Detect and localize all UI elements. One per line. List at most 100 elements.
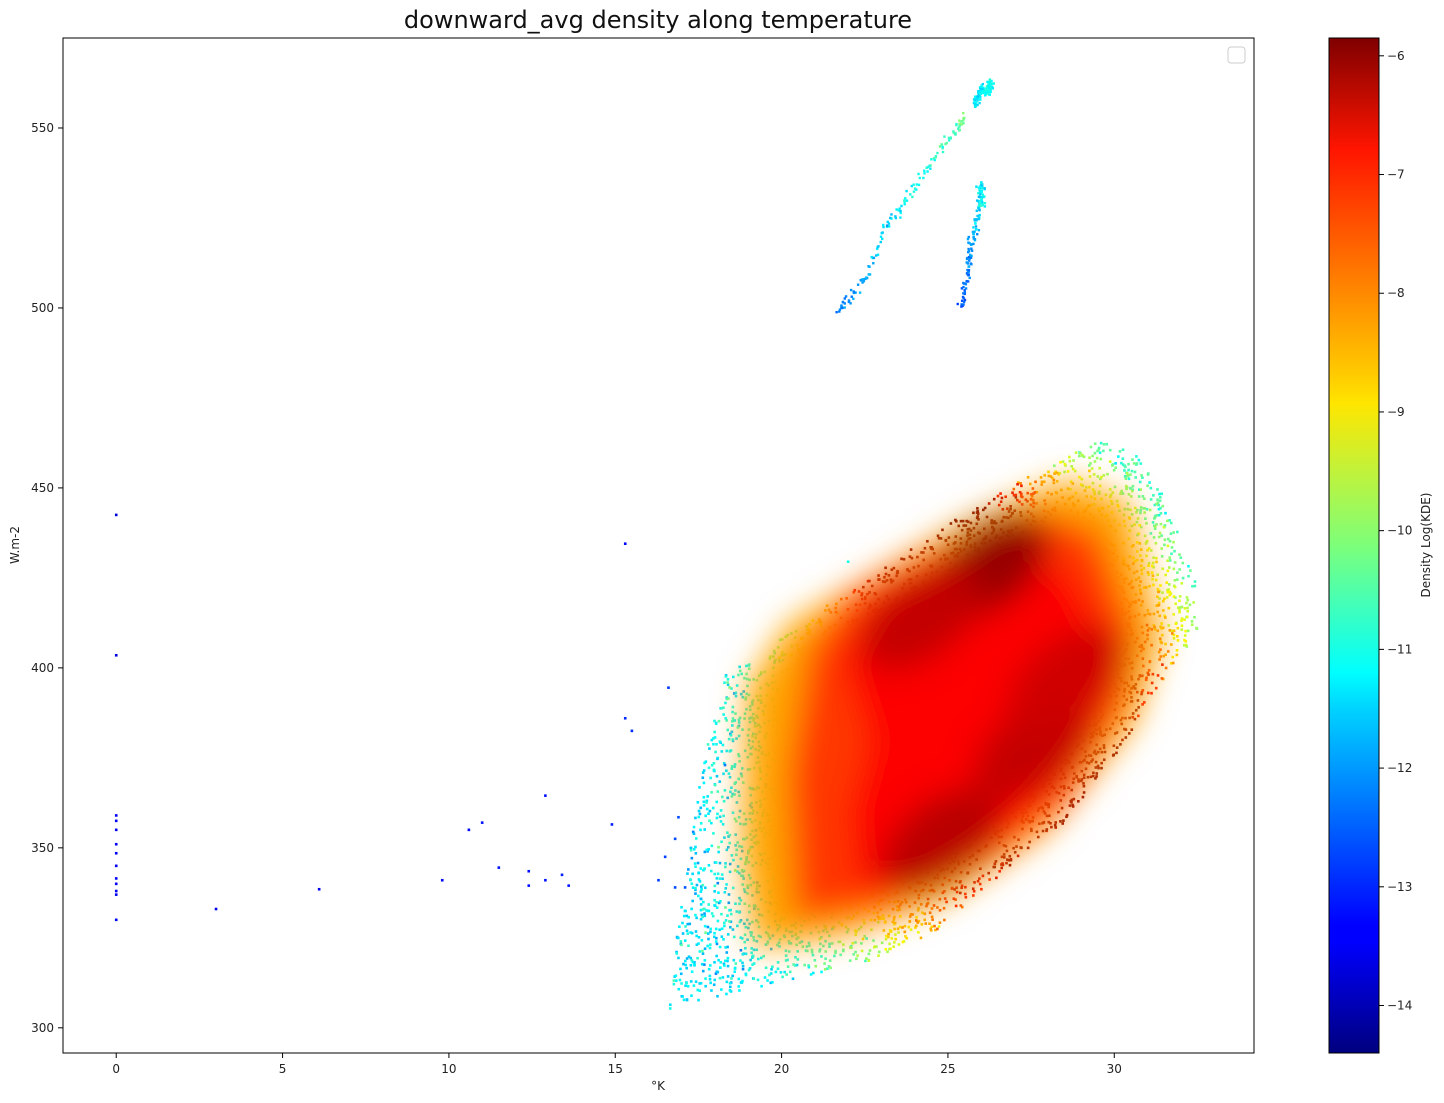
cloud-point: [701, 969, 705, 973]
cloud-point: [1157, 535, 1161, 539]
cloud-point: [1117, 455, 1120, 458]
cloud-point: [744, 696, 748, 699]
cloud-point: [1043, 474, 1047, 477]
cloud-point: [733, 869, 737, 872]
cloud-point: [771, 965, 774, 969]
cloud-point: [693, 961, 696, 964]
cloud-point: [1131, 458, 1134, 461]
cloud-point: [1153, 527, 1157, 530]
cloud-point: [889, 947, 892, 951]
cloud-point: [964, 895, 968, 899]
cloud-point: [1158, 492, 1161, 496]
cloud-point: [762, 954, 766, 958]
cloud-point: [738, 911, 741, 914]
cloud-point: [741, 781, 745, 784]
cloud-point: [712, 742, 715, 746]
cloud-point: [738, 989, 741, 992]
cloud-point: [776, 961, 780, 964]
cloud-point: [715, 742, 718, 746]
cloud-point: [1167, 566, 1171, 569]
cloud-point: [818, 937, 821, 941]
cloud-point: [872, 939, 875, 942]
cloud-point: [954, 904, 958, 908]
cloud-point: [1072, 459, 1075, 462]
cloud-point: [1181, 561, 1185, 565]
cloud-point: [741, 728, 744, 731]
cloud-point: [1138, 542, 1141, 545]
cloud-point: [699, 981, 703, 985]
cloud-point: [736, 865, 740, 868]
cloud-point: [1113, 485, 1117, 489]
cloud-point: [699, 897, 703, 901]
cloud-point: [769, 972, 773, 975]
cloud-point: [1176, 571, 1179, 574]
cloud-point: [719, 960, 723, 964]
cloud-point: [919, 936, 923, 940]
cloud-point: [695, 943, 699, 947]
cloud-point: [1150, 691, 1153, 695]
cloud-point: [702, 769, 706, 772]
cloud-point: [1006, 858, 1009, 861]
cloud-point: [738, 902, 741, 906]
cloud-point: [694, 980, 698, 983]
cloud-point: [978, 877, 981, 880]
cloud-point: [737, 816, 741, 819]
cloud-point: [1169, 662, 1173, 665]
cloud-point: [740, 868, 744, 872]
cloud-point: [1131, 484, 1135, 488]
cloud-point: [1097, 446, 1101, 450]
cloud-point: [1094, 777, 1097, 780]
cloud-point: [915, 916, 918, 919]
cloud-point: [725, 980, 729, 984]
cloud-point: [745, 918, 749, 922]
cloud-point: [739, 822, 742, 826]
cloud-point: [1147, 573, 1151, 576]
cloud-point: [720, 873, 724, 876]
cloud-point: [718, 780, 722, 783]
cloud-point: [1143, 507, 1147, 510]
cloud-point: [1158, 499, 1162, 503]
cloud-point: [697, 871, 701, 875]
cloud-point: [744, 952, 748, 956]
cloud-point: [727, 835, 730, 838]
cloud-point: [698, 950, 702, 953]
cloud-point: [727, 893, 731, 896]
cloud-point: [1138, 488, 1141, 491]
cloud-point: [738, 920, 742, 924]
cloud-point: [1016, 482, 1019, 486]
cloud-point: [771, 981, 774, 984]
cloud-point: [741, 874, 745, 878]
cloud-point: [1133, 523, 1136, 526]
cloud-point: [987, 502, 991, 505]
cloud-point: [677, 936, 680, 940]
cloud-point: [684, 925, 687, 928]
cloud-point: [1139, 511, 1142, 515]
cloud-point: [727, 737, 731, 741]
cloud-point: [892, 945, 895, 948]
cloud-point: [1042, 480, 1046, 484]
cloud-point: [923, 918, 927, 922]
cloud-point: [812, 971, 815, 975]
cloud-point: [959, 519, 963, 523]
cloud-point: [725, 719, 728, 722]
cloud-point: [714, 940, 718, 943]
cloud-point: [694, 930, 698, 933]
cloud-point: [1153, 525, 1157, 528]
cloud-point: [741, 967, 745, 971]
cloud-point: [713, 961, 716, 964]
cloud-point: [674, 974, 678, 978]
plot-area: [114, 78, 1199, 1010]
cloud-point: [729, 733, 733, 737]
cloud-point: [1161, 599, 1165, 603]
cloud-point: [712, 983, 716, 987]
cloud-point: [745, 692, 749, 696]
cloud-point: [708, 943, 712, 946]
cloud-point: [691, 899, 694, 903]
cloud-point: [1154, 578, 1158, 582]
cloud-point: [1120, 489, 1123, 493]
cloud-point: [730, 786, 733, 790]
cloud-point: [760, 984, 763, 988]
cloud-point: [689, 846, 693, 850]
cloud-point: [729, 732, 732, 736]
cloud-point: [705, 848, 709, 852]
